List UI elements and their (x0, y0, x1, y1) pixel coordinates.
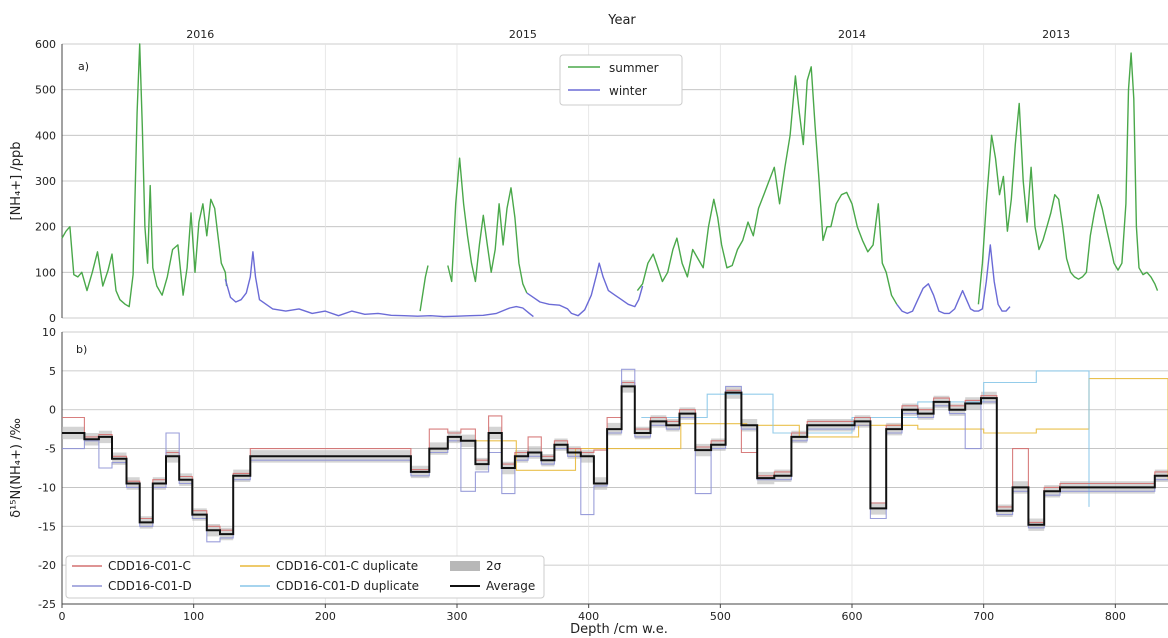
panel-b-y-tick-label: -25 (38, 598, 56, 611)
panel-b-y-tick-label: 5 (49, 365, 56, 378)
panel-b-x-ticks: 0 100 200 300 400 500 600 700 800 (59, 604, 1126, 623)
panel-b-x-tick-label: 500 (710, 610, 731, 623)
legend-label-average: Average (486, 579, 535, 593)
series-summer-segment (61, 43, 228, 308)
panel-b: 10 5 0 -5 -10 -15 -20 -25 0 100 200 300 400 500 600 70… (9, 326, 1168, 637)
series-summer-segment (419, 265, 429, 312)
panel-b-x-tick-label: 600 (842, 610, 863, 623)
year-label-2013: 2013 (1042, 28, 1070, 41)
panel-b-x-tick-label: 300 (447, 610, 468, 623)
panel-a-y-tick-label: 300 (35, 175, 56, 188)
panel-a-y-tick-label: 600 (35, 38, 56, 51)
panel-a-y-tick-label: 500 (35, 84, 56, 97)
panel-b-label: b) (76, 343, 87, 356)
panel-a-y-axis-label: [NH₄+] /ppb (9, 141, 24, 220)
legend-swatch-2sigma (450, 561, 480, 571)
panel-b-y-tick-label: 10 (42, 326, 56, 339)
series-summer-segment (977, 52, 1159, 305)
series-winter-segment (526, 262, 644, 317)
panel-b-x-axis-label: Depth /cm w.e. (570, 622, 668, 637)
panel-a-y-ticks: 0 100 200 300 400 500 600 (35, 38, 56, 325)
panel-b-series (62, 368, 1168, 543)
panel-b-legend-box (65, 555, 545, 599)
year-label-2016: 2016 (186, 28, 214, 41)
panel-b-y-tick-label: 0 (49, 404, 56, 417)
panel-a-series (61, 43, 1159, 318)
top-axis-title: Year (607, 13, 636, 28)
year-label-2014: 2014 (838, 28, 866, 41)
legend-label-summer: summer (609, 61, 659, 75)
panel-a-label: a) (78, 60, 89, 73)
panel-a-y-tick-label: 100 (35, 266, 56, 279)
panel-b-x-tick-label: 700 (973, 610, 994, 623)
panel-b-x-tick-label: 400 (578, 610, 599, 623)
panel-b-legend: CDD16-C01-C CDD16-C01-C duplicate 2σ CDD… (65, 555, 545, 599)
series-average (62, 385, 1168, 536)
series-summer-segment (447, 157, 528, 294)
legend-label-winter: winter (609, 84, 647, 98)
panel-a-y-tick-label: 200 (35, 221, 56, 234)
legend-label-cdd16-c01-c-duplicate: CDD16-C01-C duplicate (276, 559, 418, 573)
legend-label-cdd16-c01-c: CDD16-C01-C (108, 559, 191, 573)
series-summer-segment (636, 66, 898, 305)
panel-a-y-tick-label: 400 (35, 129, 56, 142)
legend-label-2sigma: 2σ (486, 559, 502, 573)
panel-b-y-axis-label: δ¹⁵N(NH₄+) /‰ (9, 418, 24, 518)
panel-a-y-tick-label: 0 (49, 312, 56, 325)
year-labels: 2016 2015 2014 2013 (186, 28, 1070, 41)
panel-b-y-tick-label: -5 (45, 443, 56, 456)
panel-b-y-tick-label: -20 (38, 559, 56, 572)
series-winter-segment (896, 244, 1011, 315)
panel-b-x-tick-label: 0 (59, 610, 66, 623)
panel-b-x-tick-label: 200 (315, 610, 336, 623)
year-label-2015: 2015 (509, 28, 537, 41)
panel-b-y-ticks: 10 5 0 -5 -10 -15 -20 -25 (38, 326, 56, 611)
panel-b-x-tick-label: 800 (1105, 610, 1126, 623)
panel-b-y-tick-label: -15 (38, 520, 56, 533)
panel-b-y-tick-label: -10 (38, 481, 56, 494)
series-winter-segment (224, 251, 534, 318)
panel-b-x-tick-label: 100 (183, 610, 204, 623)
legend-label-cdd16-c01-d: CDD16-C01-D (108, 579, 192, 593)
legend-label-cdd16-c01-d-duplicate: CDD16-C01-D duplicate (276, 579, 419, 593)
panel-a-legend: summer winter (559, 54, 683, 106)
panel-a: Year 2016 2015 2014 2013 0 100 200 300 400 500 60… (9, 13, 1168, 325)
